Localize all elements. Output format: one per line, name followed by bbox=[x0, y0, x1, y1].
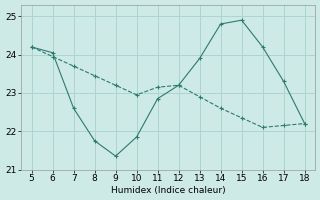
X-axis label: Humidex (Indice chaleur): Humidex (Indice chaleur) bbox=[111, 186, 225, 195]
